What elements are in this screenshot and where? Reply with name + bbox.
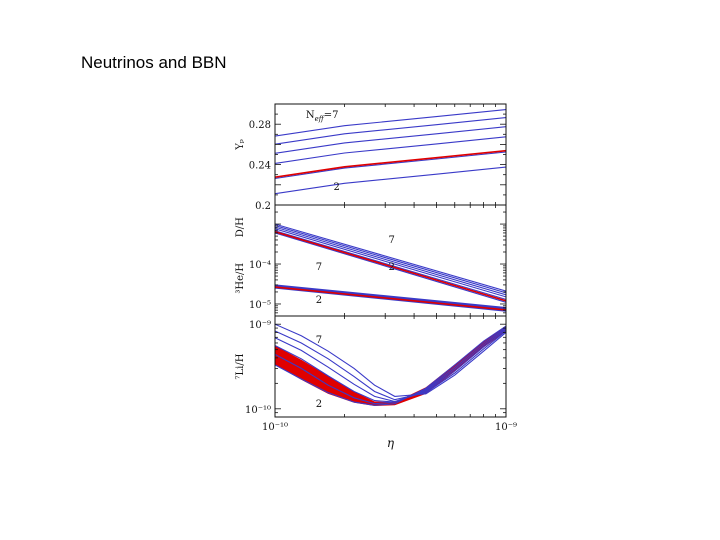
curve-annotation: 2 — [389, 262, 395, 273]
curve-yp-neff-3 — [275, 151, 506, 180]
y-axis-label-2-deuterium-helium3: ³He/H — [235, 263, 246, 294]
curve-annotation: 7 — [389, 235, 395, 246]
curve-annotation: 7 — [316, 262, 322, 273]
x-tick-label: 10⁻¹⁰ — [262, 422, 288, 433]
y-tick-label-helium4: 0.28 — [249, 120, 271, 131]
curve-annotation: 2 — [316, 399, 322, 410]
curve-li7-neff-7 — [275, 323, 506, 397]
standard-curve-dh-neff-3 — [275, 231, 506, 302]
curve-3heh-neff-7 — [275, 284, 506, 309]
standard-curve-yp-neff-3 — [275, 149, 506, 178]
curve-li7-neff-2 — [275, 325, 506, 406]
curve-yp-neff-2 — [275, 166, 506, 195]
curve-dh-neff-2 — [275, 232, 506, 303]
curve-li7-neff-3 — [275, 326, 506, 405]
curve-dh-neff-4 — [275, 228, 506, 298]
curve-yp-neff-4 — [275, 136, 506, 164]
curve-3heh-neff-5 — [275, 285, 506, 310]
slide-title: Neutrinos and BBN — [81, 53, 227, 72]
curve-li7-neff-5 — [275, 329, 506, 403]
curve-3heh-neff-6 — [275, 284, 506, 309]
curve-li7-neff-6 — [275, 330, 506, 401]
y-tick-label-helium4: 0.24 — [249, 161, 271, 172]
panel-lithium7-plot-area — [275, 323, 506, 406]
curve-dh-neff-5 — [275, 226, 506, 296]
y-axis-label-deuterium-helium3: D/H — [235, 217, 246, 237]
curve-dh-neff-6 — [275, 224, 506, 294]
panel-lithium7-frame — [274, 315, 507, 418]
curve-annotation: 2 — [316, 295, 322, 306]
y-tick-label-deuterium-helium3: 10⁻⁴ — [249, 260, 271, 271]
curve-3heh-neff-2 — [275, 287, 506, 312]
y-tick-label-helium4: 0.2 — [255, 201, 271, 212]
curve-annotation: 2 — [334, 182, 340, 193]
panel-helium4-plot-area — [275, 109, 506, 195]
y-axis-label-lithium7: ⁷Li/H — [235, 353, 246, 379]
curve-annotation: 7 — [316, 335, 322, 346]
y-tick-label-lithium7: 10⁻¹⁰ — [245, 405, 271, 416]
y-tick-label-deuterium-helium3: 10⁻⁵ — [249, 300, 271, 311]
curve-dh-neff-3 — [275, 230, 506, 300]
curve-dh-neff-7 — [275, 223, 506, 292]
y-axis-label-helium4: Yₚ — [235, 139, 246, 151]
li7-standard-band — [275, 325, 506, 406]
standard-curve-3heh-neff-3 — [275, 286, 506, 311]
panel-deuterium-helium3-plot-area — [275, 223, 506, 312]
curve-yp-neff-5 — [275, 126, 506, 154]
y-tick-label-lithium7: 10⁻⁹ — [249, 320, 271, 331]
curve-li7-neff-4 — [275, 328, 506, 403]
x-tick-label: 10⁻⁹ — [495, 422, 517, 433]
curve-annotation: Neff=7 — [306, 110, 339, 123]
curve-yp-neff-6 — [275, 117, 506, 145]
x-axis-label: η — [387, 436, 395, 450]
curve-yp-neff-7 — [275, 109, 506, 137]
